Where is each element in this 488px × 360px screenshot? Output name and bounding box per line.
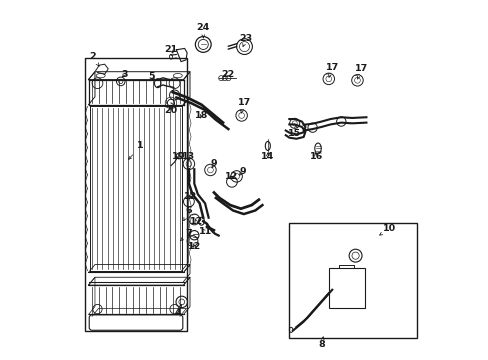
Text: 7: 7	[180, 229, 192, 240]
Text: 14: 14	[261, 152, 274, 161]
Text: 20: 20	[164, 105, 177, 114]
Text: 17: 17	[354, 64, 367, 79]
Bar	[85, 58, 187, 330]
Text: 9: 9	[210, 159, 217, 168]
Text: 12: 12	[189, 217, 203, 226]
Text: 17: 17	[325, 63, 338, 77]
Text: 5: 5	[148, 72, 154, 81]
Text: 18: 18	[194, 111, 208, 120]
Text: 9: 9	[239, 167, 245, 176]
Text: 15: 15	[287, 125, 301, 138]
Text: 19: 19	[171, 152, 184, 161]
Text: 1: 1	[128, 141, 143, 159]
Text: 13: 13	[182, 152, 195, 161]
Text: 2: 2	[89, 52, 99, 66]
Text: 12: 12	[187, 242, 201, 251]
Text: 22: 22	[221, 70, 235, 79]
Text: 16: 16	[309, 152, 322, 161]
Text: 23: 23	[239, 34, 252, 46]
Text: 6: 6	[183, 206, 192, 221]
Text: 3: 3	[121, 70, 127, 79]
Bar	[328, 268, 364, 308]
Text: 17: 17	[237, 98, 251, 113]
Text: 24: 24	[196, 23, 209, 38]
Text: 10: 10	[379, 224, 395, 235]
Text: 4: 4	[175, 305, 182, 317]
Bar	[289, 223, 416, 338]
Text: 11: 11	[198, 228, 211, 237]
Text: 12: 12	[225, 172, 238, 181]
Text: 8: 8	[318, 337, 325, 350]
Text: 12: 12	[183, 192, 197, 201]
Text: 21: 21	[164, 45, 177, 54]
